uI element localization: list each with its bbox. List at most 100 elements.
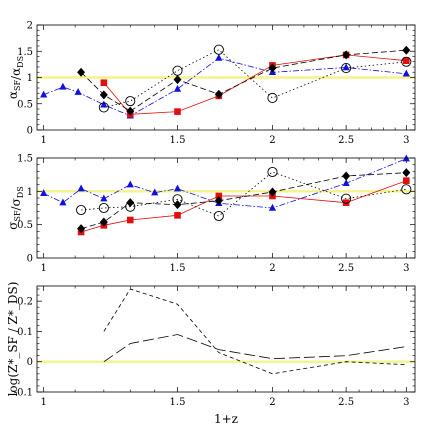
y-tick-label: 1.5 (17, 47, 33, 58)
x-tick-label: 1.5 (170, 263, 186, 274)
series-4-point (401, 184, 412, 195)
y-tick-label: 0.5 (17, 99, 33, 110)
series-4-point (125, 96, 136, 107)
series-1-point (173, 184, 182, 192)
series-3-point (342, 171, 351, 181)
series-1-point (126, 180, 134, 188)
x-tick-label: 1 (40, 263, 46, 274)
series-3-point (77, 67, 86, 77)
series-2-point (126, 216, 134, 224)
series-3-point (402, 45, 411, 55)
series-line-1 (103, 288, 407, 375)
series-1-point (215, 53, 223, 61)
series-4-point (341, 193, 352, 204)
y-tick-label: -0.1 (14, 388, 33, 399)
series-1-point (268, 203, 277, 211)
series-4-point (98, 102, 109, 113)
series-line-4 (81, 171, 407, 217)
y-axis-label: σSF/σDS (6, 186, 25, 229)
x-tick-label: 2 (269, 135, 275, 146)
plot-frame (36, 24, 416, 131)
series-3-point (268, 63, 277, 73)
series-2-point (215, 192, 223, 200)
series-3-point (402, 168, 411, 178)
series-4-point (213, 210, 224, 222)
series-4-point (125, 201, 136, 212)
series-line-1 (43, 57, 407, 117)
series-1-point (100, 194, 108, 202)
series-2-point (100, 79, 108, 87)
series-1-point (342, 179, 350, 187)
x-tick-label: 3 (403, 263, 409, 274)
series-4-point (172, 65, 183, 76)
series-4-point (401, 56, 412, 67)
series-3-point (99, 217, 108, 227)
y-tick-label: 2 (27, 21, 33, 32)
series-3-point (173, 200, 182, 210)
series-1-point (100, 100, 108, 108)
x-tick-label: 1.5 (170, 135, 186, 146)
x-tick-label: 3 (403, 397, 409, 408)
series-1-point (40, 189, 48, 197)
x-tick-label: 3 (403, 135, 409, 146)
x-tick-label: 2 (269, 397, 275, 408)
panel-1: 1 1.5 2 2.5 3 0 0.5 1 1.5 2 αSF/αDS (6, 21, 416, 146)
series-3-point (126, 106, 135, 116)
series-4-point (267, 92, 278, 104)
series-1-point (77, 184, 85, 192)
series-1-point (74, 88, 82, 95)
series-1-point (59, 198, 67, 206)
series-2-point (174, 212, 181, 219)
y-tick-label: 0 (27, 357, 33, 368)
x-tick-label: 2.5 (338, 263, 354, 274)
series-2-point (403, 177, 410, 184)
series-3-point (268, 187, 277, 197)
series-line-1 (43, 158, 407, 209)
series-3-point (126, 198, 135, 208)
x-tick-label: 1.5 (170, 397, 186, 408)
series-line-2 (103, 334, 407, 363)
series-1-point (173, 84, 182, 92)
y-tick-label: 0.1 (17, 327, 33, 338)
series-1-point (402, 69, 410, 77)
series-4-point (76, 204, 87, 216)
y-tick-label: 0.2 (17, 297, 33, 308)
series-4-point (172, 194, 183, 205)
series-2-point (403, 57, 410, 64)
x-tick-label: 2.5 (338, 135, 354, 146)
x-tick-label: 2.5 (338, 397, 354, 408)
y-tick-label: 1 (27, 73, 33, 84)
x-tick-label: 1 (40, 135, 46, 146)
series-1-point (40, 90, 48, 98)
series-1-point (151, 188, 159, 196)
x-axis-label: 1+z (214, 412, 238, 426)
plot-frame (36, 285, 416, 393)
series-3-point (214, 196, 223, 206)
y-axis-label: αSF/αDS (6, 56, 25, 99)
series-4-point (213, 44, 224, 55)
panel-2: 1 1.5 2 2.5 3 0 0.5 1 1.5 σSF/σDS (6, 154, 416, 274)
x-tick-label: 1 (40, 397, 46, 408)
plot-frame (36, 157, 416, 259)
series-3-point (214, 89, 223, 99)
series-4-point (98, 202, 109, 214)
series-4-point (341, 63, 352, 74)
y-tick-label: 0 (27, 254, 33, 265)
series-3-point (99, 90, 108, 100)
series-3-point (342, 50, 351, 60)
series-1-point (59, 82, 67, 90)
series-2-point (342, 199, 350, 206)
series-3-point (77, 224, 86, 234)
y-tick-label: 0 (27, 126, 33, 137)
series-1-point (342, 63, 350, 71)
series-4-point (267, 166, 278, 178)
series-2-point (174, 108, 181, 115)
series-line-2 (80, 180, 407, 233)
series-line-3 (80, 172, 407, 230)
x-tick-label: 2 (269, 263, 275, 274)
y-tick-label: 1 (27, 187, 33, 198)
series-line-3 (80, 49, 407, 112)
y-tick-label: 1.5 (17, 154, 33, 165)
